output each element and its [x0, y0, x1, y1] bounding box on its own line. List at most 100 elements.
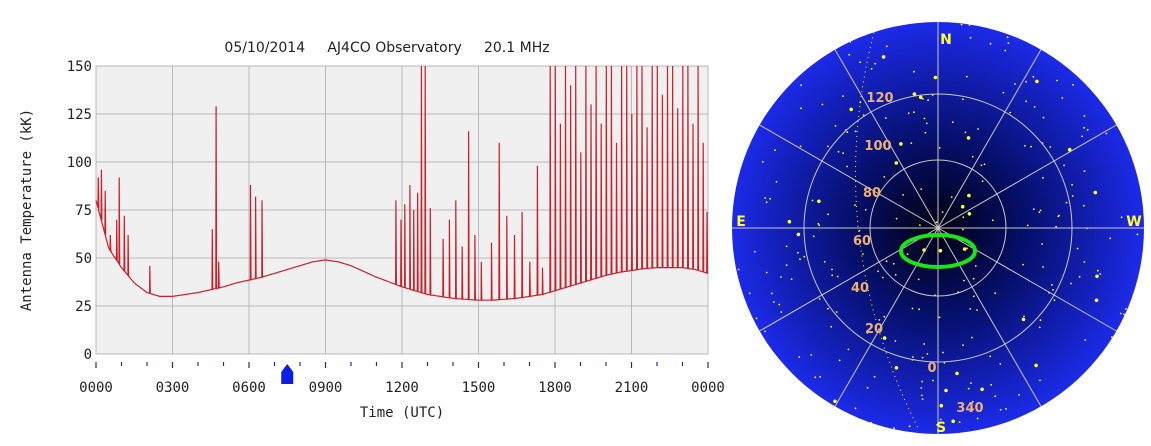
ra-label: 60 — [853, 234, 871, 249]
star — [870, 421, 872, 424]
star — [817, 222, 820, 225]
star — [883, 176, 886, 178]
star — [942, 351, 944, 354]
star — [966, 247, 968, 250]
star — [1099, 273, 1102, 275]
star — [1071, 195, 1074, 197]
azimuth-spoke — [937, 227, 1117, 332]
star — [994, 292, 996, 295]
ra-label: 20 — [865, 322, 883, 337]
x-tick-label: 1200 — [385, 380, 419, 396]
star — [920, 188, 923, 191]
star — [1072, 83, 1074, 86]
star — [1056, 79, 1058, 82]
star — [798, 356, 801, 358]
star — [968, 24, 971, 26]
sky-map: 120 100 80 60 40 20 0 340 N S E W — [732, 22, 1144, 436]
star — [1081, 135, 1083, 138]
star — [1005, 408, 1007, 410]
star — [842, 152, 844, 155]
star — [1076, 247, 1079, 250]
y-tick-label: 75 — [75, 203, 92, 219]
ra-label: 0 — [927, 361, 936, 376]
star — [765, 271, 768, 274]
star — [882, 143, 885, 146]
star — [846, 165, 848, 168]
star — [827, 145, 829, 148]
star — [923, 117, 926, 120]
star — [918, 95, 923, 100]
star — [754, 250, 756, 253]
star — [837, 150, 840, 153]
star — [980, 387, 984, 392]
star — [774, 149, 776, 152]
star — [755, 317, 758, 320]
star — [800, 107, 802, 110]
star — [935, 221, 938, 224]
star — [974, 265, 977, 267]
star — [1025, 100, 1027, 103]
star — [1042, 176, 1044, 179]
star — [925, 122, 928, 125]
star — [885, 45, 888, 48]
star — [883, 315, 886, 318]
star — [962, 247, 967, 251]
jupiter-beam-ellipse — [899, 233, 977, 269]
star — [983, 163, 986, 166]
star — [1042, 116, 1045, 119]
star — [977, 128, 979, 130]
star — [831, 268, 833, 271]
star — [769, 197, 772, 200]
x-tick-label: 2100 — [615, 380, 649, 396]
current-time-marker[interactable] — [281, 364, 294, 384]
azimuth-spoke — [759, 227, 939, 332]
star — [989, 42, 992, 45]
star — [944, 388, 948, 393]
star — [1111, 336, 1113, 338]
star — [810, 354, 813, 356]
star — [894, 274, 897, 276]
star — [1018, 394, 1020, 396]
star — [1026, 224, 1029, 227]
star — [1061, 97, 1064, 99]
star — [818, 298, 821, 300]
star — [1067, 147, 1072, 152]
star — [966, 136, 971, 140]
star — [972, 277, 975, 280]
star — [737, 268, 740, 271]
star — [1022, 263, 1024, 266]
star — [888, 145, 891, 147]
star — [991, 219, 994, 222]
azimuth-spoke — [834, 49, 939, 229]
star — [893, 427, 895, 429]
star — [1109, 237, 1112, 240]
star — [927, 99, 929, 102]
star — [938, 147, 941, 149]
star — [834, 125, 837, 127]
star — [913, 70, 915, 73]
star — [1086, 128, 1089, 131]
star — [846, 131, 849, 134]
star — [926, 353, 929, 355]
star — [854, 204, 856, 207]
star — [971, 155, 974, 158]
y-tick-label: 25 — [75, 299, 92, 315]
star — [1021, 317, 1026, 322]
star — [990, 383, 993, 386]
star — [1071, 183, 1073, 186]
star — [1042, 266, 1044, 268]
star — [854, 130, 857, 133]
star — [823, 260, 826, 263]
star — [830, 325, 833, 328]
star — [881, 55, 886, 59]
y-tick-label: 0 — [84, 347, 92, 363]
star — [1051, 284, 1053, 286]
star — [989, 355, 992, 358]
star — [1078, 275, 1081, 278]
star — [963, 279, 965, 282]
star — [894, 340, 897, 342]
star — [938, 248, 943, 253]
star — [775, 180, 778, 183]
star — [785, 264, 788, 266]
